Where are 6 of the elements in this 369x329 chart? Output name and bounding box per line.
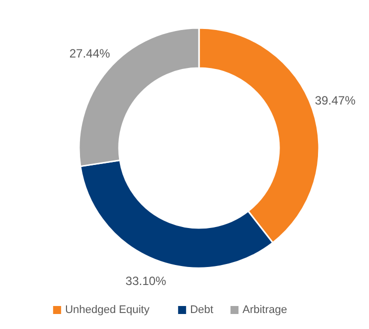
data-label: 27.44% bbox=[69, 46, 110, 60]
legend-label: Debt bbox=[190, 304, 214, 316]
data-label: 39.47% bbox=[314, 93, 356, 108]
legend-label: Arbitrage bbox=[242, 304, 288, 316]
legend-label: Unhedged Equity bbox=[65, 304, 150, 316]
data-label: 33.10% bbox=[126, 274, 167, 288]
